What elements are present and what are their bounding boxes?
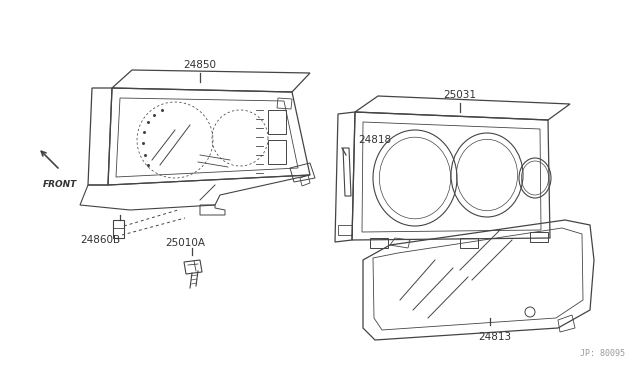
Text: 25031: 25031 (444, 90, 477, 100)
Bar (268, 140, 286, 164)
Text: 24850: 24850 (184, 60, 216, 70)
Text: FRONT: FRONT (43, 180, 77, 189)
Bar (268, 110, 286, 134)
Text: JP: 80095: JP: 80095 (580, 349, 625, 358)
Text: 24813: 24813 (479, 332, 511, 342)
Text: 25010A: 25010A (165, 238, 205, 248)
Text: 24818: 24818 (358, 135, 391, 145)
Text: 24860B: 24860B (80, 235, 120, 245)
